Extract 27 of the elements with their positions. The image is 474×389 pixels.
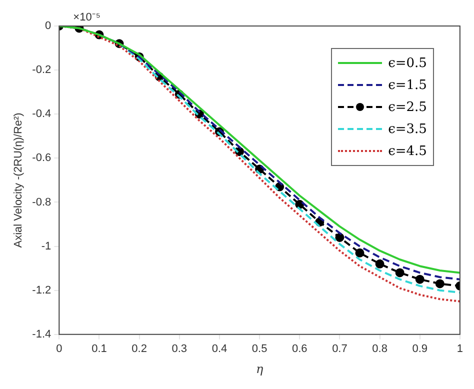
legend-label: ϵ=4.5 [388,144,427,158]
x-tick-label: 0.7 [332,343,348,356]
y-tick-label: -0.4 [32,108,52,120]
legend-label: ϵ=1.5 [388,78,427,92]
text: ×10⁻⁵ [73,12,100,24]
y-axis-title: Axial Velocity -(2RU(η)/Re²) [12,112,25,248]
x-tick-label: 0.8 [372,343,388,356]
y-tick-label: -1.2 [32,284,52,296]
y-tick-label: -1.4 [32,328,52,340]
x-tick-label: 0.6 [292,343,308,356]
x-tick-label: 0.4 [212,343,228,356]
legend-label: ϵ=0.5 [388,56,427,70]
y-tick-label: 0 [45,20,52,32]
y-tick-label: -0.8 [32,196,52,208]
legend-label: ϵ=2.5 [388,100,427,114]
y-tick-label: -1 [41,240,52,252]
x-tick-label: 0.2 [132,343,147,356]
legend-label: ϵ=3.5 [388,122,427,136]
x-tick-label: 1 [456,343,464,356]
x-tick-label: 0.5 [252,343,268,356]
y-tick-label: -0.6 [32,152,52,164]
x-tick-label: 0.9 [412,343,428,356]
x-axis-title: η [256,362,264,376]
x-tick-label: 0.3 [172,343,188,356]
x-tick-label: 0 [56,343,62,356]
x-tick-label: 0.1 [92,343,107,356]
y-tick-label: -0.2 [32,64,52,76]
